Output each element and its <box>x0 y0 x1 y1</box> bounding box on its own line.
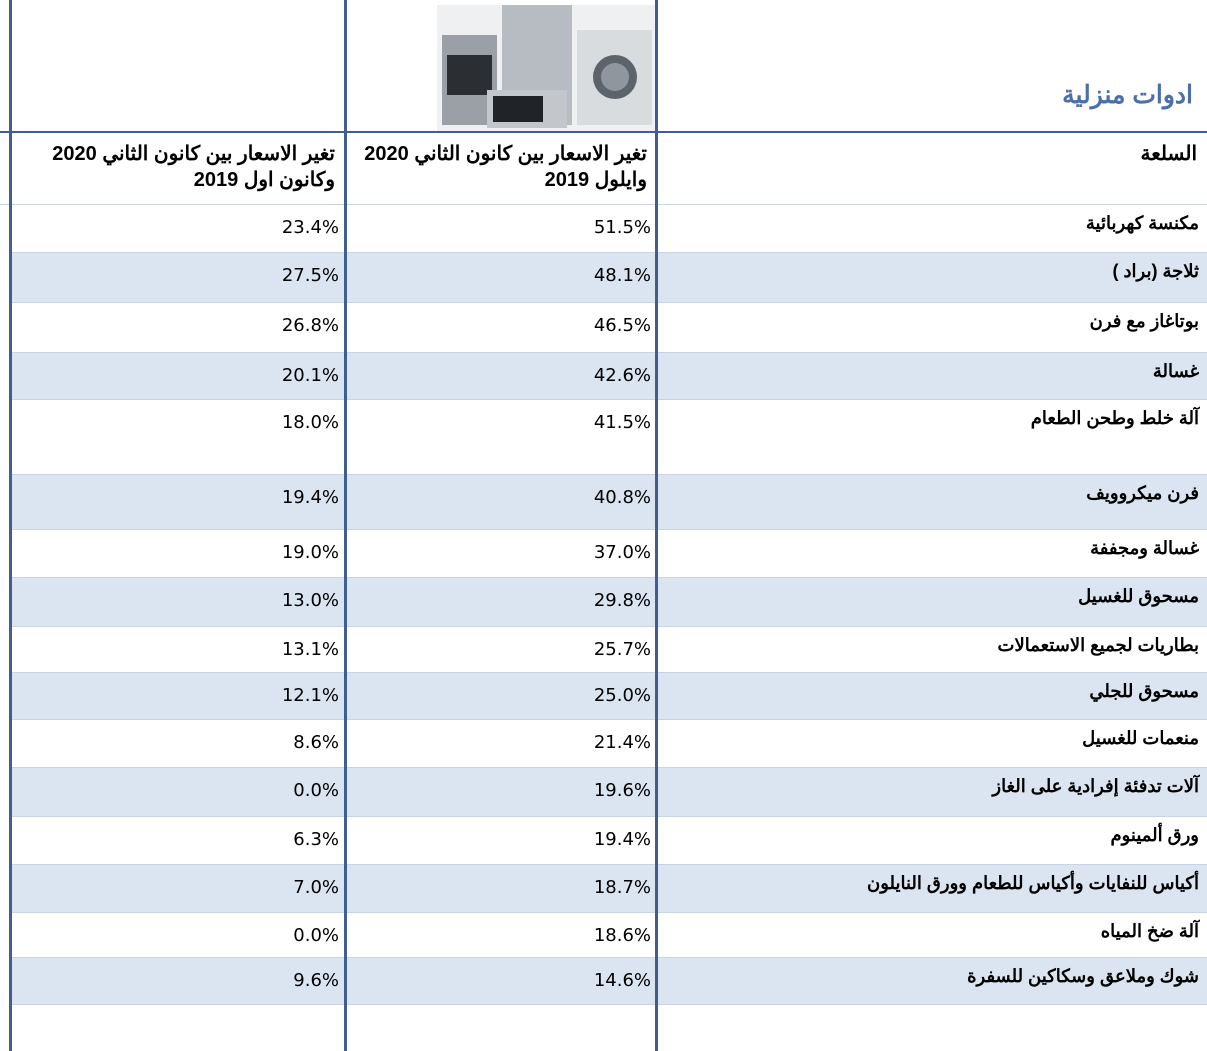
table-row: آلات تدفئة إفرادية على الغاز 19.6% 0.0% <box>10 768 1207 817</box>
value: 19.4% <box>281 487 339 508</box>
table-row: آلة خلط وطحن الطعام 41.5% 18.0% <box>10 400 1207 475</box>
item-name: بطاريات لجميع الاستعمالات <box>997 635 1199 655</box>
table-row: بطاريات لجميع الاستعمالات 25.7% 13.1% <box>10 627 1207 673</box>
table-row: مسحوق للجلي 25.0% 12.1% <box>10 673 1207 720</box>
table-row: فرن ميكروويف 40.8% 19.4% <box>10 475 1207 530</box>
value: 18.7% <box>593 877 651 898</box>
value: 25.7% <box>593 639 651 660</box>
item-name: أكياس للنفايات وأكياس للطعام وورق النايل… <box>867 873 1199 893</box>
item-name: بوتاغاز مع فرن <box>1089 311 1199 331</box>
value: 6.3% <box>293 829 339 850</box>
table-row: مسحوق للغسيل 29.8% 13.0% <box>10 578 1207 627</box>
value: 37.0% <box>593 542 651 563</box>
value: 25.0% <box>593 685 651 706</box>
column-header: تغير الاسعار بين كانون الثاني 2020 وايلو… <box>364 143 647 191</box>
column-header-row: تغير الاسعار بين كانون الثاني 2020 وايلو… <box>0 133 1207 205</box>
value: 19.4% <box>593 829 651 850</box>
value: 41.5% <box>593 412 651 433</box>
value: 27.5% <box>281 265 339 286</box>
table-row: غسالة ومجففة 37.0% 19.0% <box>10 530 1207 578</box>
value: 8.6% <box>293 732 339 753</box>
table-row: بوتاغاز مع فرن 46.5% 26.8% <box>10 303 1207 353</box>
value: 14.6% <box>593 970 651 991</box>
value: 19.6% <box>593 780 651 801</box>
column-border <box>9 0 12 1051</box>
value: 26.8% <box>281 315 339 336</box>
value: 46.5% <box>593 315 651 336</box>
table-row: ثلاجة (براد ) 48.1% 27.5% <box>10 253 1207 303</box>
table-row: منعمات للغسيل 21.4% 8.6% <box>10 720 1207 768</box>
item-name: مكنسة كهربائية <box>1085 213 1199 233</box>
item-name: فرن ميكروويف <box>1086 483 1199 503</box>
title: ادوات منزلية <box>1062 81 1193 109</box>
table-row: ورق ألمينوم 19.4% 6.3% <box>10 817 1207 865</box>
value: 42.6% <box>593 365 651 386</box>
table-row: غسالة 42.6% 20.1% <box>10 353 1207 400</box>
item-name: شوك وملاعق وسكاكين للسفرة <box>967 966 1199 986</box>
value: 19.0% <box>281 542 339 563</box>
value: 0.0% <box>293 780 339 801</box>
value: 12.1% <box>281 685 339 706</box>
value: 40.8% <box>593 487 651 508</box>
value: 20.1% <box>281 365 339 386</box>
value: 23.4% <box>281 217 339 238</box>
column-header: السلعة <box>1140 143 1197 165</box>
column-border <box>344 0 347 1051</box>
value: 7.0% <box>293 877 339 898</box>
value: 13.0% <box>281 590 339 611</box>
value: 0.0% <box>293 925 339 946</box>
table-row: أكياس للنفايات وأكياس للطعام وورق النايل… <box>10 865 1207 913</box>
value: 29.8% <box>593 590 651 611</box>
table-row: آلة ضخ المياه 18.6% 0.0% <box>10 913 1207 958</box>
column-header: تغير الاسعار بين كانون الثاني 2020 وكانو… <box>52 143 335 191</box>
value: 21.4% <box>593 732 651 753</box>
column-border <box>655 0 658 1051</box>
value: 13.1% <box>281 639 339 660</box>
item-name: مسحوق للغسيل <box>1078 586 1199 606</box>
header-row <box>0 0 1207 133</box>
appliances-image <box>437 5 657 131</box>
item-name: ورق ألمينوم <box>1110 825 1199 845</box>
value: 9.6% <box>293 970 339 991</box>
item-name: مسحوق للجلي <box>1089 681 1199 701</box>
value: 18.6% <box>593 925 651 946</box>
table-row: مكنسة كهربائية 51.5% 23.4% <box>10 205 1207 253</box>
item-name: آلة خلط وطحن الطعام <box>1030 408 1199 428</box>
item-name: آلة ضخ المياه <box>1100 921 1199 941</box>
item-name: منعمات للغسيل <box>1082 728 1199 748</box>
value: 51.5% <box>593 217 651 238</box>
item-name: غسالة <box>1152 361 1199 381</box>
value: 48.1% <box>593 265 651 286</box>
item-name: غسالة ومجففة <box>1090 538 1199 558</box>
table-row: شوك وملاعق وسكاكين للسفرة 14.6% 9.6% <box>10 958 1207 1005</box>
value: 18.0% <box>281 412 339 433</box>
item-name: ثلاجة (براد ) <box>1112 261 1199 281</box>
item-name: آلات تدفئة إفرادية على الغاز <box>992 776 1199 796</box>
